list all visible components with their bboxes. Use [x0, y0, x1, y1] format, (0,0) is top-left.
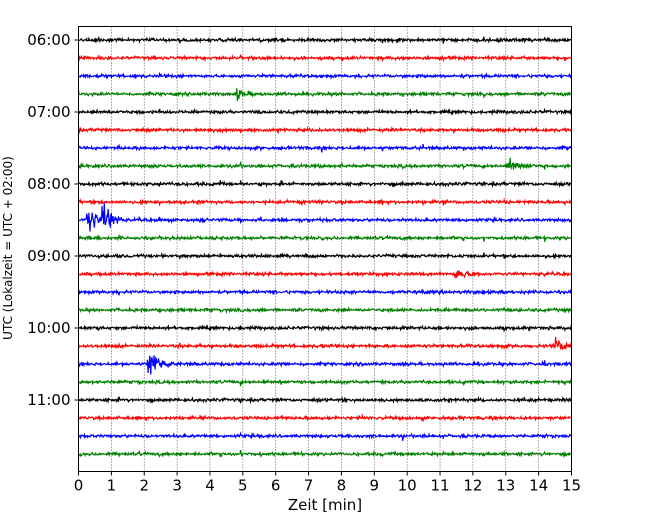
x-tick-label: 5: [238, 477, 248, 495]
x-tick-label: 15: [562, 477, 581, 495]
y-tick-label: 10:00: [27, 319, 70, 337]
x-tick-label: 8: [337, 477, 347, 495]
seismogram-trace: [77, 431, 572, 441]
seismogram-trace: [78, 202, 573, 232]
seismogram-trace: [78, 270, 572, 279]
seismogram-traces: [77, 35, 573, 459]
seismogram-trace: [77, 355, 573, 375]
seismogram-trace: [77, 395, 573, 405]
x-axis-ticks: 0 1 2 3 4 5 6 7 8 9 10 11 12 13 14 15: [74, 471, 581, 495]
y-axis-label: UTC (Lokalzeit = UTC + 02:00): [1, 156, 15, 340]
seismogram-trace: [77, 107, 573, 116]
y-tick-label: 07:00: [27, 103, 70, 121]
y-tick-label: 06:00: [27, 31, 70, 49]
seismogram-trace: [78, 233, 572, 242]
x-tick-label: 7: [304, 477, 314, 495]
y-tick-label: 09:00: [27, 247, 70, 265]
seismogram-trace: [77, 413, 573, 422]
seismogram-trace: [77, 143, 572, 153]
x-tick-label: 3: [172, 477, 182, 495]
grid-lines: [111, 26, 539, 472]
y-axis-ticks: 06:00 07:00 08:00 09:00 10:00 11:00: [27, 31, 79, 409]
seismogram-trace: [77, 336, 573, 351]
seismogram-trace: [77, 288, 572, 297]
x-tick-label: 11: [430, 477, 449, 495]
y-tick-label: 08:00: [27, 175, 70, 193]
plot-background: [78, 26, 572, 472]
seismogram-trace: [78, 251, 573, 261]
x-tick-label: 2: [139, 477, 149, 495]
x-tick-label: 0: [74, 477, 84, 495]
x-tick-label: 12: [463, 477, 482, 495]
x-tick-label: 10: [398, 477, 417, 495]
x-tick-label: 13: [496, 477, 515, 495]
seismogram-trace: [78, 305, 572, 315]
seismogram-trace: [77, 71, 572, 80]
seismogram-trace: [77, 125, 573, 135]
seismogram-trace: [78, 179, 572, 189]
x-axis-label: Zeit [min]: [288, 496, 362, 514]
x-tick-label: 6: [271, 477, 281, 495]
seismogram-trace: [77, 54, 572, 63]
seismogram-trace: [78, 449, 572, 459]
seismogram-trace: [78, 323, 573, 333]
plot-frame: [78, 26, 572, 472]
seismogram-trace: [78, 157, 572, 171]
seismogram-trace: [78, 378, 573, 387]
seismogram-trace: [77, 88, 572, 101]
seismogram-trace: [77, 197, 573, 207]
x-tick-label: 1: [107, 477, 117, 495]
x-tick-label: 4: [205, 477, 215, 495]
y-tick-label: 11:00: [27, 391, 70, 409]
seismogram-trace: [78, 35, 572, 44]
x-tick-label: 9: [370, 477, 380, 495]
x-tick-label: 14: [529, 477, 548, 495]
